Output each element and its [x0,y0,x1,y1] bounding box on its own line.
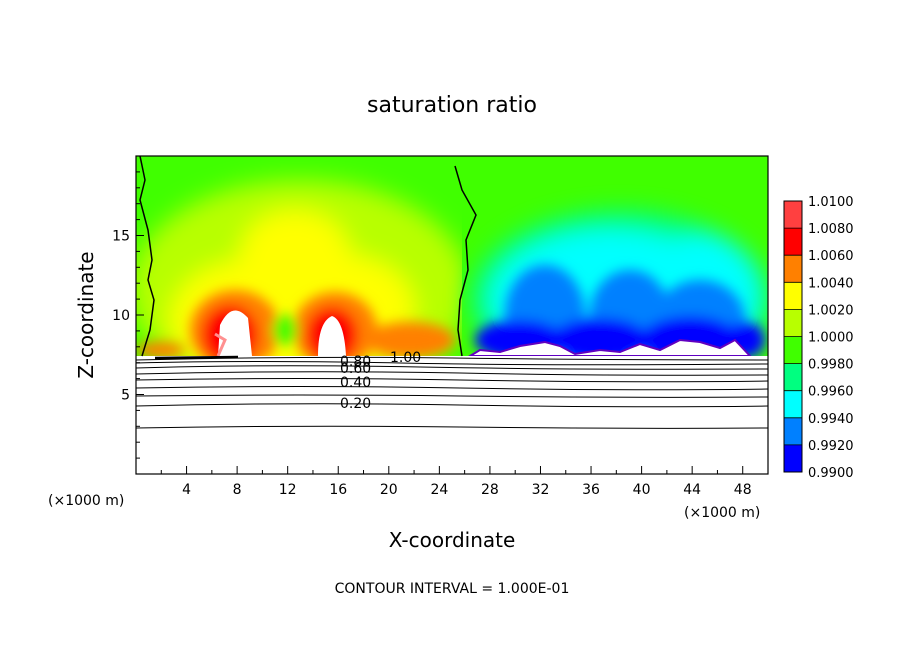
colorbar-swatch [784,282,802,310]
colorbar-label: 1.0020 [808,303,854,318]
colorbar-swatch [784,201,802,229]
colorbar-label: 0.9960 [808,385,854,400]
x-axis-unit-left: (×1000 m) [48,493,124,509]
x-tick-label: 16 [329,482,347,498]
x-axis-ticks: 4 8 12 16 20 24 28 32 36 40 44 48 [160,466,752,498]
colorbar-label: 1.0080 [808,222,854,237]
y-axis-label: Z-coordinate [74,251,98,378]
x-tick-label: 44 [683,482,701,498]
x-axis-unit-right: (×1000 m) [684,505,760,521]
contour-interval-note: CONTOUR INTERVAL = 1.000E-01 [335,581,570,597]
colorbar-swatch [784,228,802,256]
x-axis-label: X-coordinate [389,528,516,552]
x-tick-label: 28 [481,482,499,498]
saturation-field [136,156,768,474]
x-tick-label: 20 [380,482,398,498]
colorbar-label: 1.0100 [808,195,854,210]
plot-area: 1.00 0.80 0.60 0.40 0.20 [135,155,769,475]
x-tick-label: 36 [582,482,600,498]
colorbar-label: 0.9980 [808,358,854,373]
colorbar-swatch [784,255,802,283]
colorbar-swatch [784,390,802,418]
x-tick-label: 32 [532,482,550,498]
contour-label: 0.40 [340,375,371,391]
y-axis-ticks: 5 10 15 [112,171,144,459]
colorbar: 1.0100 1.0080 1.0060 1.0040 1.0020 1.0000 0.99… [783,195,854,481]
x-tick-label: 48 [734,482,752,498]
colorbar-label: 1.0060 [808,249,854,264]
colorbar-swatch [784,336,802,364]
contour-labels: 1.00 0.80 0.60 0.40 0.20 [340,350,421,412]
y-tick-label: 10 [112,308,130,324]
colorbar-swatch [784,309,802,337]
colorbar-label: 0.9900 [808,466,854,481]
colorbar-swatch [784,363,802,391]
colorbar-label: 0.9940 [808,412,854,427]
x-tick-label: 24 [430,482,448,498]
colorbar-swatch [784,417,802,445]
chart-title: saturation ratio [367,93,537,118]
contour-label: 1.00 [390,350,421,366]
contour-label: 0.20 [340,396,371,412]
x-tick-label: 8 [233,482,242,498]
colorbar-swatch [784,444,802,472]
colorbar-label: 1.0000 [808,331,854,346]
x-tick-label: 4 [182,482,191,498]
colorbar-label: 1.0040 [808,276,854,291]
contour-label: 0.60 [340,361,371,377]
contour-label: 0.80 [340,354,371,370]
x-tick-label: 40 [633,482,651,498]
y-tick-label: 5 [121,388,130,404]
colorbar-label: 0.9920 [808,439,854,454]
x-tick-label: 12 [279,482,297,498]
y-tick-label: 15 [112,229,130,245]
